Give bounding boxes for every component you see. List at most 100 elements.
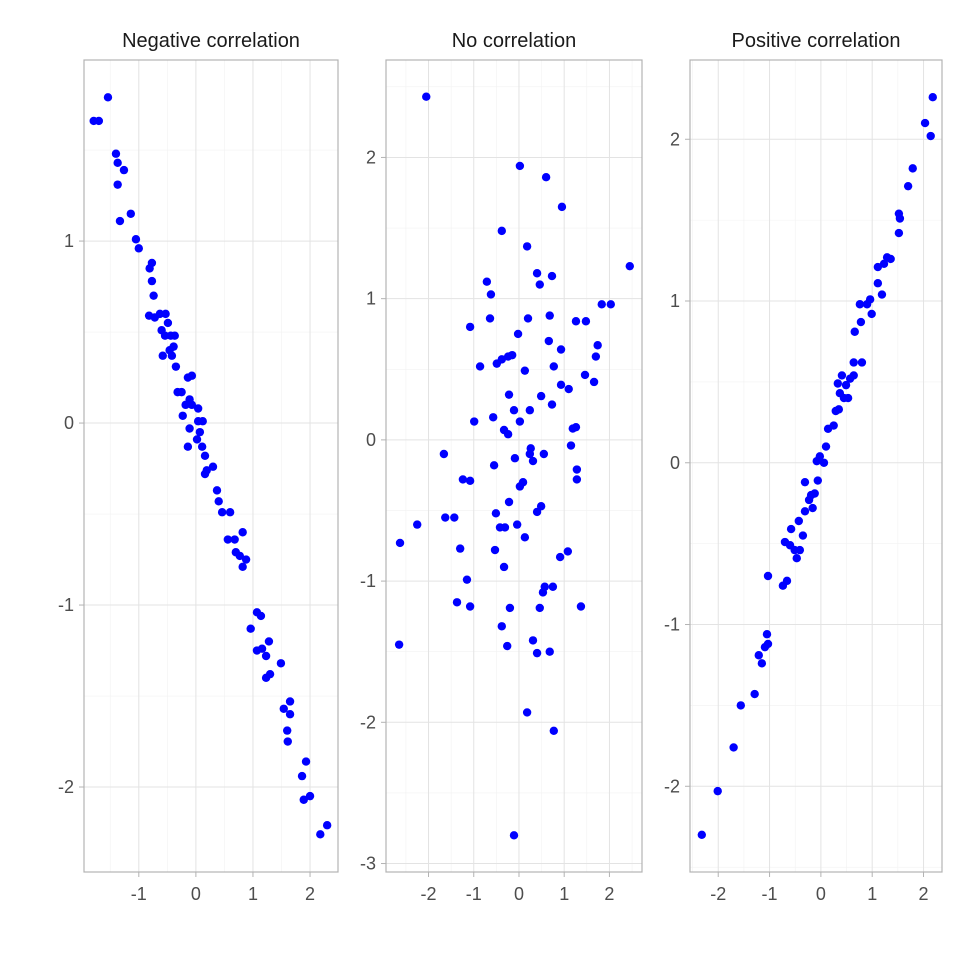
data-point: [849, 371, 858, 380]
y-tick-label: -1: [664, 615, 680, 635]
data-point: [564, 384, 573, 394]
y-tick-label: -2: [664, 776, 680, 796]
data-point: [798, 531, 808, 540]
plot-area: -2 -1 0 1 2 -2 -1 0 1 2: [664, 59, 943, 904]
data-point: [526, 444, 535, 453]
data-point: [469, 417, 479, 426]
data-point: [849, 358, 858, 367]
data-point: [589, 377, 599, 387]
data-point: [499, 562, 509, 572]
y-tick-label: 0: [366, 430, 376, 450]
data-point: [606, 300, 615, 309]
y-tick-label: 0: [64, 413, 74, 433]
data-point: [441, 513, 450, 522]
data-point: [178, 411, 187, 420]
data-point: [171, 362, 181, 371]
x-tick-label: -2: [710, 884, 726, 904]
x-tick-label: 2: [305, 884, 315, 904]
data-point: [894, 228, 904, 238]
data-point: [257, 644, 267, 653]
data-point: [547, 271, 557, 281]
y-tick-label: 2: [366, 147, 376, 167]
data-point: [855, 300, 865, 309]
data-point: [200, 451, 210, 461]
data-point: [928, 93, 937, 102]
data-point: [549, 726, 559, 735]
x-tick-label: 0: [514, 884, 524, 904]
data-point: [192, 435, 202, 444]
y-tick-label: 0: [670, 453, 680, 473]
data-point: [555, 552, 565, 562]
data-point: [515, 417, 525, 426]
data-point: [908, 164, 917, 173]
data-point: [322, 821, 332, 830]
data-point: [549, 362, 559, 371]
data-point: [522, 708, 532, 717]
data-point: [103, 93, 113, 102]
data-point: [462, 575, 472, 584]
data-point: [169, 342, 178, 351]
data-point: [285, 697, 295, 706]
panel-border: [83, 59, 339, 873]
y-tick-label: 2: [670, 129, 680, 149]
data-point: [217, 508, 227, 517]
data-point: [920, 118, 930, 128]
data-point: [497, 622, 506, 631]
data-point: [547, 400, 557, 409]
data-point: [264, 637, 274, 646]
data-point: [482, 277, 492, 286]
panel-negative-correlation: Negative correlation -1 0 1 2 -2 -1 0 1: [58, 30, 339, 904]
panel-border: [689, 59, 943, 873]
panel-title: No correlation: [452, 30, 577, 52]
data-point: [829, 421, 838, 430]
data-point: [113, 158, 122, 168]
data-point: [894, 209, 904, 218]
data-point: [452, 598, 462, 607]
x-tick-label: 1: [867, 884, 877, 904]
data-point: [867, 309, 876, 319]
data-point: [813, 476, 822, 485]
data-point: [856, 317, 866, 327]
data-point: [238, 528, 247, 537]
data-point: [591, 352, 601, 361]
data-point: [261, 651, 271, 661]
data-point: [160, 331, 170, 340]
data-point: [523, 314, 533, 323]
y-tick-label: 1: [670, 291, 680, 311]
data-point: [238, 562, 247, 572]
data-point: [450, 513, 459, 522]
data-point: [532, 269, 542, 278]
data-point: [532, 507, 542, 517]
y-tick-label: -1: [58, 595, 74, 615]
plot-area: -1 0 1 2 -2 -1 0 1: [58, 59, 339, 904]
y-tick-label: -3: [360, 854, 376, 874]
data-point: [439, 449, 449, 459]
data-point: [509, 831, 519, 840]
data-point: [163, 318, 173, 328]
data-point: [556, 345, 566, 354]
data-point: [525, 406, 535, 415]
data-point: [197, 442, 207, 451]
data-point: [545, 647, 554, 656]
data-point: [126, 209, 136, 218]
x-tick-label: 2: [604, 884, 614, 904]
data-point: [841, 380, 851, 390]
data-point: [528, 636, 538, 645]
data-point: [532, 648, 542, 658]
data-point: [503, 641, 512, 651]
data-point: [815, 452, 825, 461]
data-point: [795, 545, 805, 555]
data-point: [485, 314, 495, 323]
data-point: [563, 547, 573, 556]
data-point: [305, 791, 315, 801]
data-point: [265, 669, 275, 679]
data-point: [214, 497, 223, 506]
data-point: [515, 161, 525, 171]
data-point: [837, 371, 847, 380]
data-point: [571, 422, 581, 432]
data-point: [246, 624, 255, 633]
data-point: [873, 262, 883, 272]
data-point: [492, 359, 502, 368]
data-point: [833, 379, 843, 388]
data-point: [535, 603, 544, 613]
